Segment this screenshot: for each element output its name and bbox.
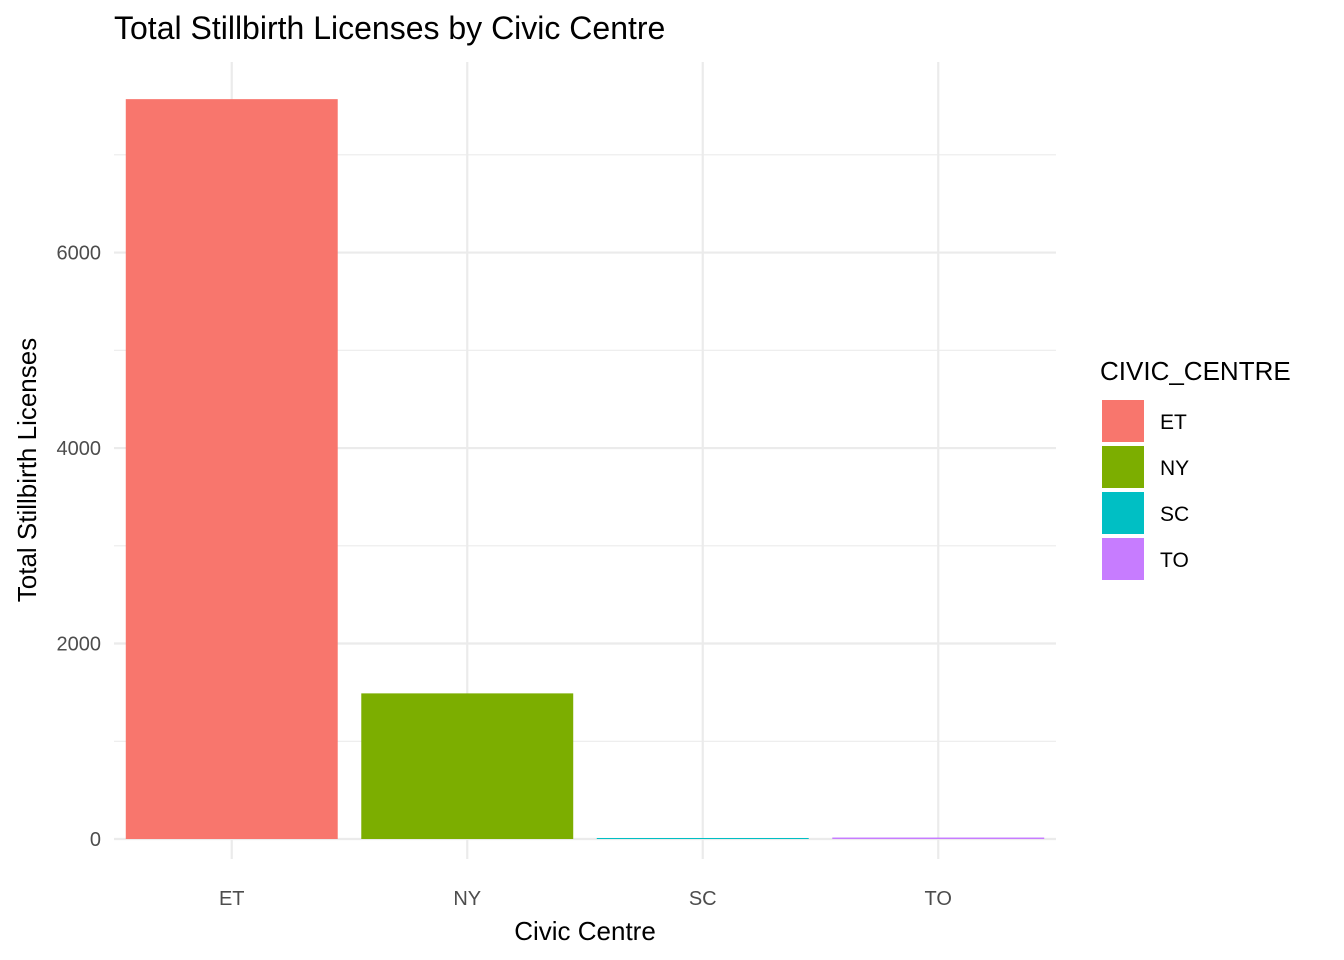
- bar-sc: [596, 838, 809, 839]
- legend-swatch-to: [1102, 538, 1144, 580]
- legend-title: CIVIC_CENTRE: [1100, 356, 1291, 386]
- y-tick-label: 4000: [57, 438, 102, 460]
- y-axis-ticks: 0 2000 4000 6000: [57, 243, 102, 851]
- x-axis-ticks: ET NY SC TO: [219, 888, 952, 910]
- legend-swatch-et: [1102, 400, 1144, 442]
- y-tick-label: 6000: [57, 243, 102, 265]
- chart-title: Total Stillbirth Licenses by Civic Centr…: [114, 10, 665, 46]
- legend-label: TO: [1160, 549, 1189, 572]
- legend-swatch-ny: [1102, 446, 1144, 488]
- legend-label: NY: [1160, 457, 1189, 480]
- y-axis-title: Total Stillbirth Licenses: [12, 338, 42, 602]
- x-tick-label: ET: [219, 888, 245, 910]
- x-tick-label: SC: [689, 888, 717, 910]
- x-tick-label: TO: [925, 888, 952, 910]
- legend-label: ET: [1160, 411, 1187, 434]
- bar-to: [832, 837, 1045, 839]
- y-tick-label: 0: [90, 829, 101, 851]
- legend-swatch-sc: [1102, 492, 1144, 534]
- legend-label: SC: [1160, 503, 1189, 526]
- bar-et: [125, 99, 338, 839]
- y-tick-label: 2000: [57, 634, 102, 656]
- x-axis-title: Civic Centre: [514, 916, 656, 946]
- x-tick-label: NY: [453, 888, 481, 910]
- bar-ny: [361, 693, 574, 839]
- bars: [125, 99, 1045, 839]
- legend: CIVIC_CENTRE ET NY SC TO: [1100, 356, 1291, 580]
